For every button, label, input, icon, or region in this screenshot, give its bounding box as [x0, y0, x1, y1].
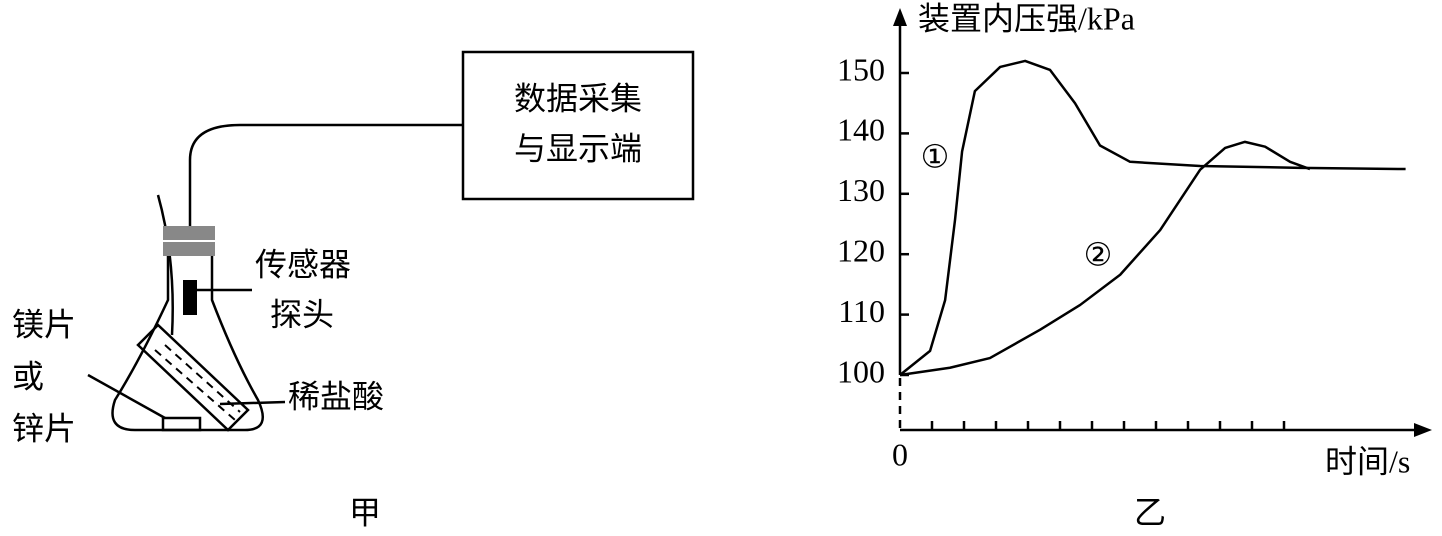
x-label: 时间/s [1325, 443, 1410, 479]
y-tick-label: 120 [837, 233, 885, 269]
curve [899, 140, 1311, 377]
y-tick-label: 100 [837, 353, 885, 389]
label: 传感器 [255, 246, 351, 282]
box-text: 与显示端 [514, 130, 642, 166]
pointer [87, 373, 166, 420]
caption: 甲 [349, 494, 381, 530]
y-tick-label: 150 [837, 51, 885, 87]
apparatus: 数据采集 与显示端 传感器 探头 镁片 或 锌片 稀盐酸 甲 [12, 50, 695, 530]
acid-hatch [154, 344, 241, 421]
label: 镁片 [12, 306, 76, 342]
holder-wire [156, 194, 174, 336]
pointer [219, 400, 286, 406]
label: 稀盐酸 [288, 378, 384, 414]
box-text: 数据采集 [514, 80, 642, 116]
x-arrow [1414, 423, 1432, 437]
y-label: 装置内压强/kPa [918, 0, 1135, 36]
caption: 乙 [1134, 494, 1166, 530]
cable [188, 123, 463, 228]
data-box [461, 50, 695, 201]
label: 探头 [270, 296, 334, 332]
curve [899, 59, 1406, 376]
y-tick-label: 110 [838, 293, 885, 329]
axes: 装置内压强/kPa 时间/s 乙 [893, 0, 1432, 530]
x-tick-label: 0 [892, 436, 908, 472]
label: 锌片 [12, 410, 76, 446]
y-tick-label: 140 [837, 112, 885, 148]
y-arrow [893, 8, 907, 26]
curve-label: ① [921, 138, 950, 174]
test-tube [136, 323, 250, 432]
probe [183, 280, 197, 315]
label: 或 [12, 358, 44, 394]
metal-strip [161, 416, 202, 432]
y-tick-label: 130 [837, 172, 885, 208]
curve-label: ② [1084, 236, 1113, 272]
